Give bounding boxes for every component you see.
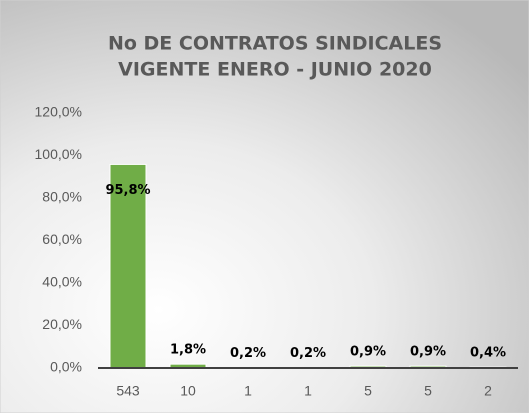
x-tick-label: 5 (424, 383, 432, 399)
x-tick-label: 2 (484, 383, 492, 399)
bar (109, 163, 147, 369)
y-tick-label: 100,0% (35, 146, 82, 162)
x-tick-label: 1 (244, 383, 252, 399)
y-tick-label: 80,0% (42, 189, 82, 205)
x-tick-label: 10 (180, 383, 196, 399)
data-label: 1,8% (170, 343, 206, 358)
data-label: 0,9% (350, 345, 386, 360)
y-tick-label: 0,0% (50, 359, 82, 375)
x-tick-label: 1 (304, 383, 312, 399)
x-tick-label: 543 (116, 383, 140, 399)
y-tick-label: 60,0% (42, 231, 82, 247)
chart-title: VIGENTE ENERO - JUNIO 2020 (118, 59, 432, 81)
chart-title: No DE CONTRATOS SINDICALES (108, 33, 442, 55)
data-label: 95,8% (105, 183, 150, 198)
y-tick-label: 20,0% (42, 316, 82, 332)
y-tick-label: 40,0% (42, 274, 82, 290)
data-label: 0,9% (410, 345, 446, 360)
x-tick-label: 5 (364, 383, 372, 399)
data-label: 0,4% (470, 346, 506, 361)
data-label: 0,2% (290, 346, 326, 361)
data-label: 0,2% (230, 346, 266, 361)
y-tick-label: 120,0% (35, 104, 82, 120)
